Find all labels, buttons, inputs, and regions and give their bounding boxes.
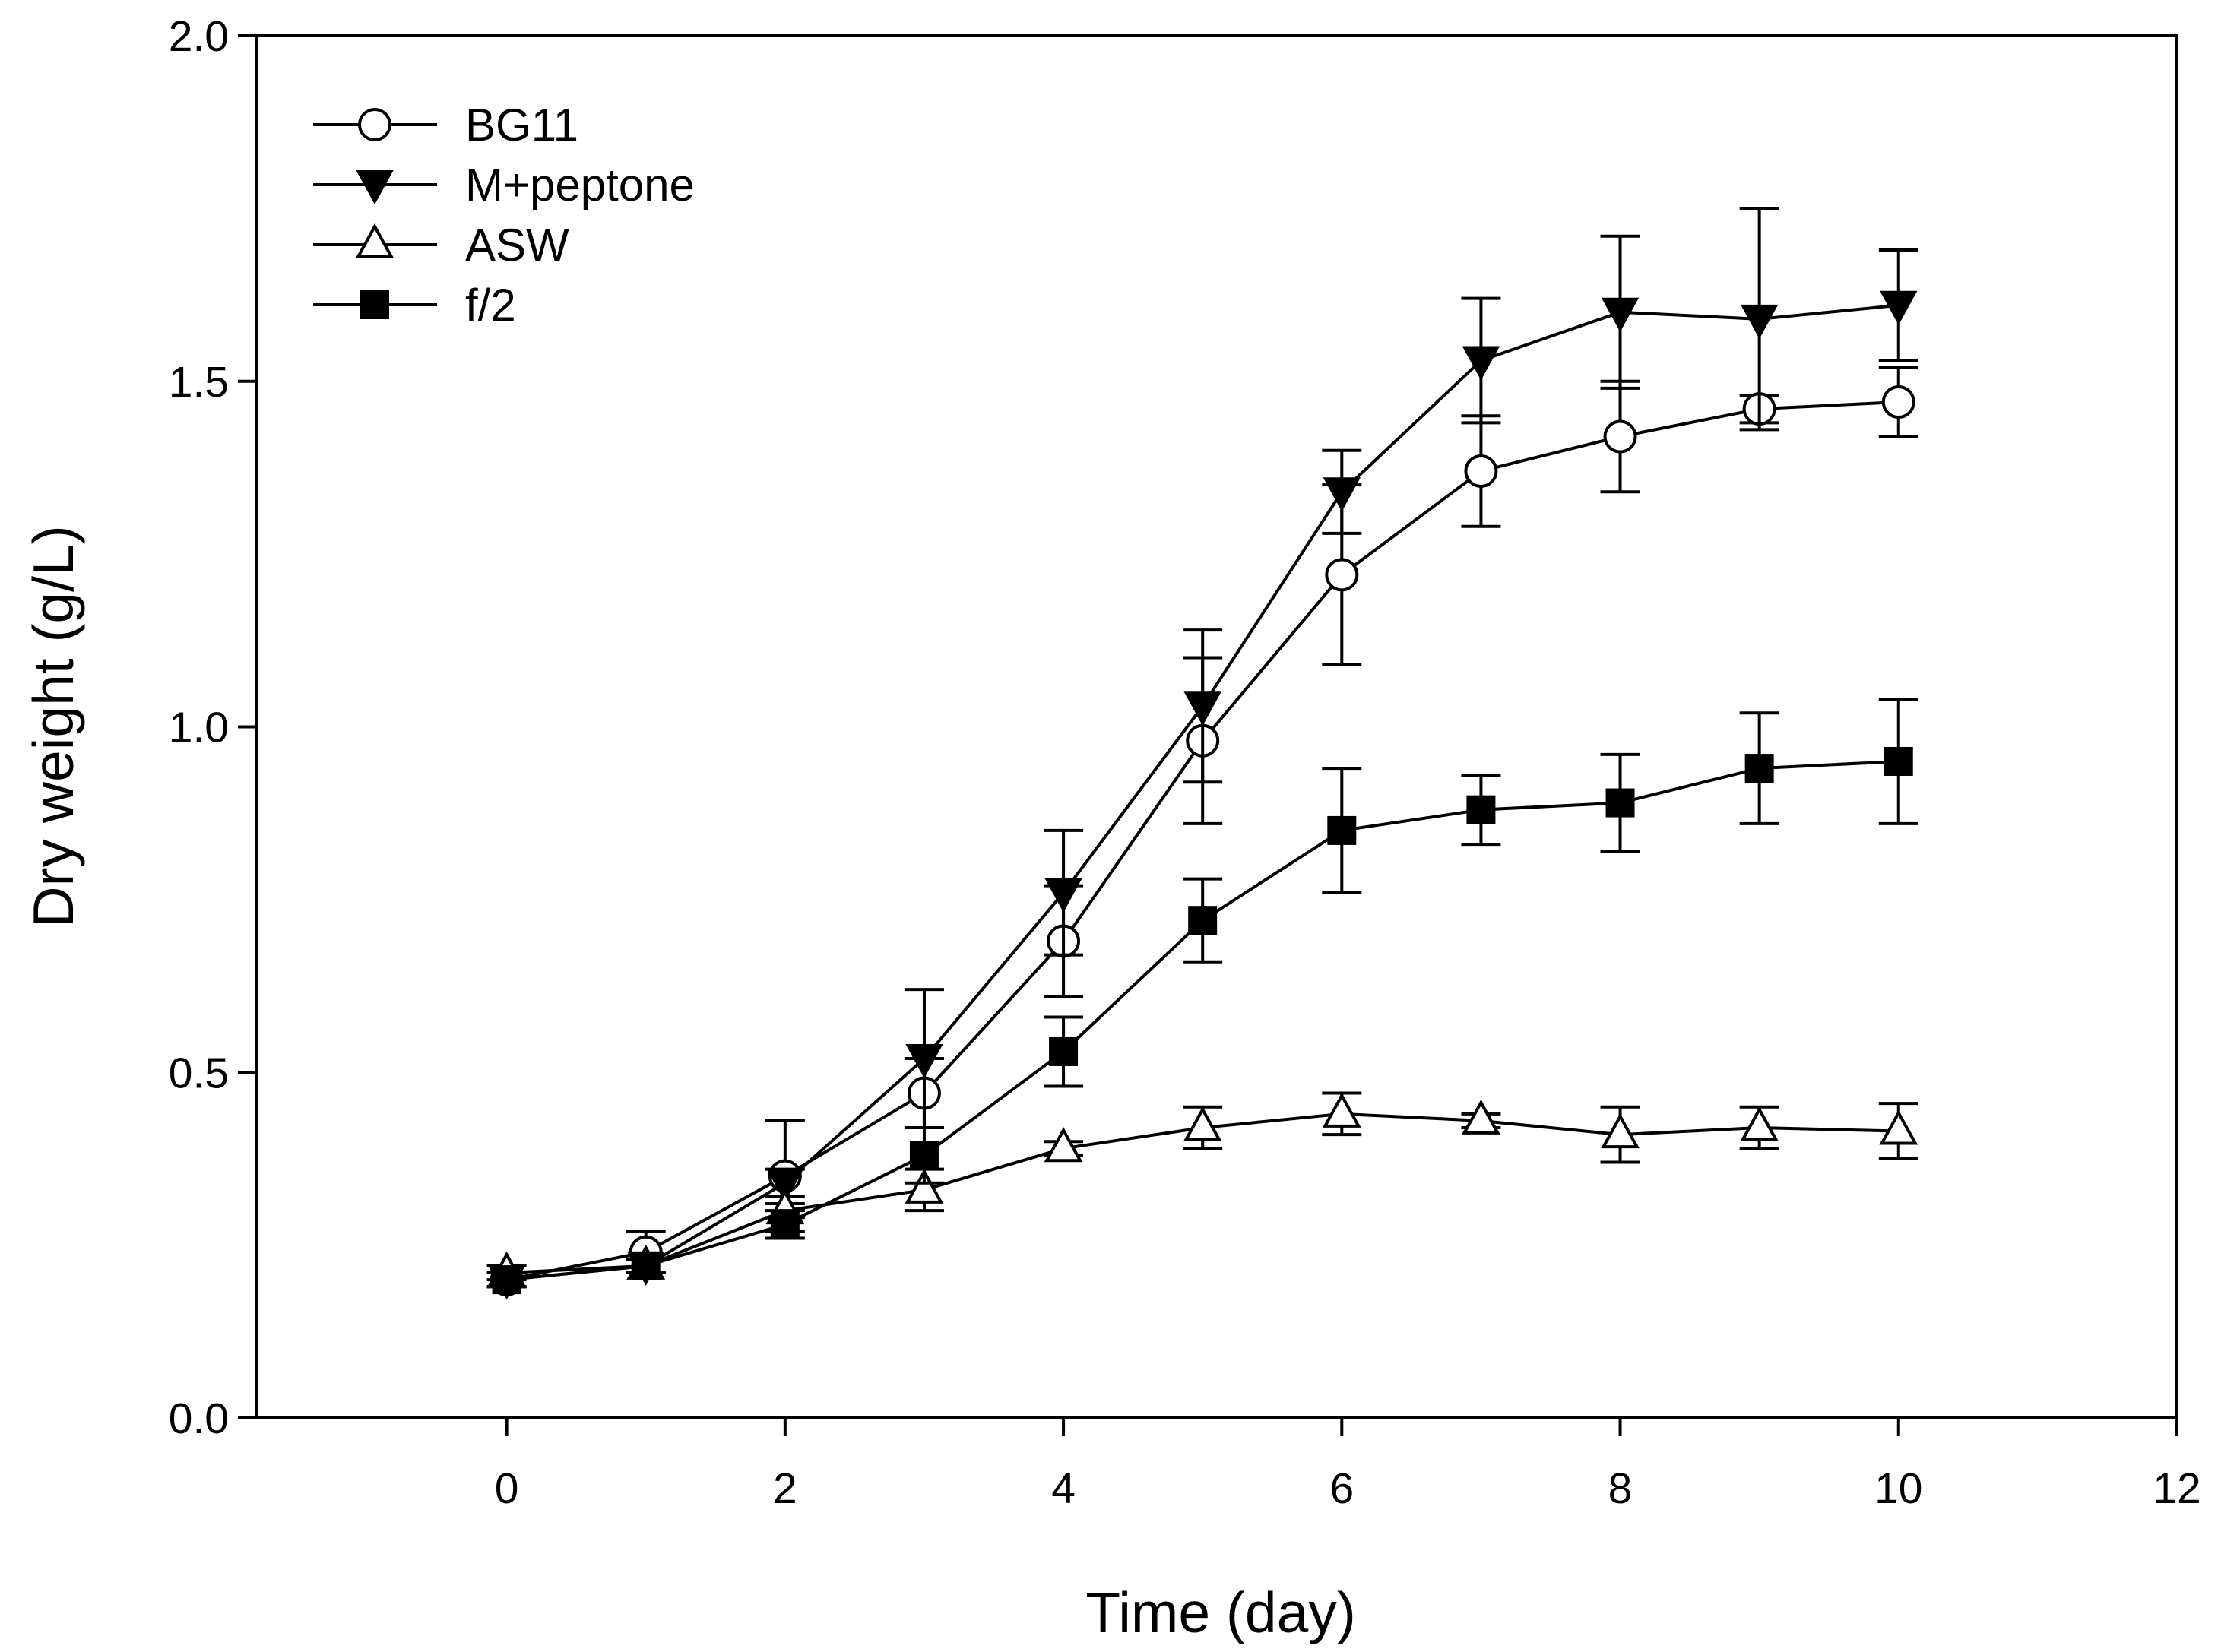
- m-peptone-point: [1044, 878, 1082, 913]
- y-axis-title: Dry weight (g/L): [21, 525, 85, 927]
- x-tick-label: 0: [495, 1464, 519, 1513]
- y-tick-label: 0.0: [169, 1394, 229, 1443]
- m-peptone-point: [1740, 304, 1779, 339]
- f-2-point: [492, 1265, 521, 1295]
- y-axis-ticks: 0.0 0.5 1.0 1.5 2.0: [169, 12, 256, 1443]
- y-tick-label: 1.0: [169, 704, 229, 752]
- m-peptone-point: [1601, 297, 1640, 332]
- m-peptone-point: [1183, 691, 1221, 726]
- legend-marker-m-peptone: [356, 170, 394, 205]
- f-2-point: [1188, 906, 1218, 935]
- series-layer: [486, 207, 1918, 1300]
- f-2-point: [1884, 746, 1913, 776]
- bg11-point: [1881, 385, 1915, 419]
- x-tick-label: 4: [1051, 1464, 1076, 1513]
- asw-point: [1322, 1092, 1361, 1128]
- y-tick-label: 1.5: [169, 358, 229, 407]
- f-2-point: [631, 1251, 661, 1280]
- f-2-point: [1605, 788, 1635, 818]
- bg11-point: [1464, 454, 1498, 488]
- legend-label-asw: ASW: [465, 220, 569, 271]
- legend-label-m-peptone: M+peptone: [465, 160, 695, 210]
- legend-item-bg11: BG11: [313, 100, 578, 150]
- legend-item-f-2: f/2: [313, 280, 516, 331]
- x-tick-label: 2: [773, 1464, 797, 1513]
- x-tick-label: 10: [1874, 1464, 1922, 1513]
- series-bg11: [486, 366, 1918, 1297]
- bg11-point: [1325, 558, 1359, 592]
- x-axis-title: Time (day): [1085, 1581, 1356, 1644]
- asw-point: [1183, 1106, 1222, 1142]
- m-peptone-point: [1462, 346, 1500, 381]
- f-2-point: [1327, 815, 1357, 845]
- m-peptone-point: [1323, 477, 1361, 512]
- f-2-point: [1466, 795, 1496, 824]
- legend-label-bg11: BG11: [465, 100, 578, 150]
- f-2-line: [506, 759, 1899, 1282]
- asw-point: [1044, 1127, 1083, 1163]
- m-peptone-point: [766, 1168, 804, 1203]
- x-tick-label: 12: [2153, 1464, 2200, 1513]
- series-asw: [486, 1091, 1918, 1287]
- asw-point: [905, 1168, 944, 1204]
- series-f-2: [486, 698, 1918, 1295]
- asw-point: [1601, 1112, 1640, 1149]
- legend-marker-asw: [355, 223, 394, 258]
- legend-marker-f-2: [360, 290, 389, 319]
- m-peptone-point: [1880, 290, 1918, 325]
- asw-point: [1462, 1099, 1500, 1135]
- asw-point: [1879, 1109, 1918, 1145]
- legend-marker-bg11: [358, 108, 391, 141]
- f-2-point: [1744, 754, 1774, 783]
- bg11-point: [1603, 419, 1637, 454]
- f-2-point: [1049, 1036, 1079, 1066]
- legend: BG11 M+peptone ASW f/2: [313, 100, 695, 331]
- y-tick-label: 2.0: [169, 12, 229, 61]
- legend-label-f-2: f/2: [465, 280, 516, 331]
- x-tick-label: 8: [1608, 1464, 1633, 1513]
- m-peptone-point: [905, 1044, 943, 1079]
- x-tick-label: 6: [1329, 1464, 1354, 1513]
- y-tick-label: 0.5: [169, 1049, 229, 1097]
- legend-item-asw: ASW: [313, 220, 569, 271]
- f-2-point: [770, 1210, 800, 1239]
- x-axis-ticks: 0 2 4 6 8 10 12: [495, 1418, 2201, 1513]
- asw-point: [1740, 1106, 1779, 1142]
- f-2-point: [909, 1141, 939, 1170]
- legend-item-m-peptone: M+peptone: [313, 160, 695, 210]
